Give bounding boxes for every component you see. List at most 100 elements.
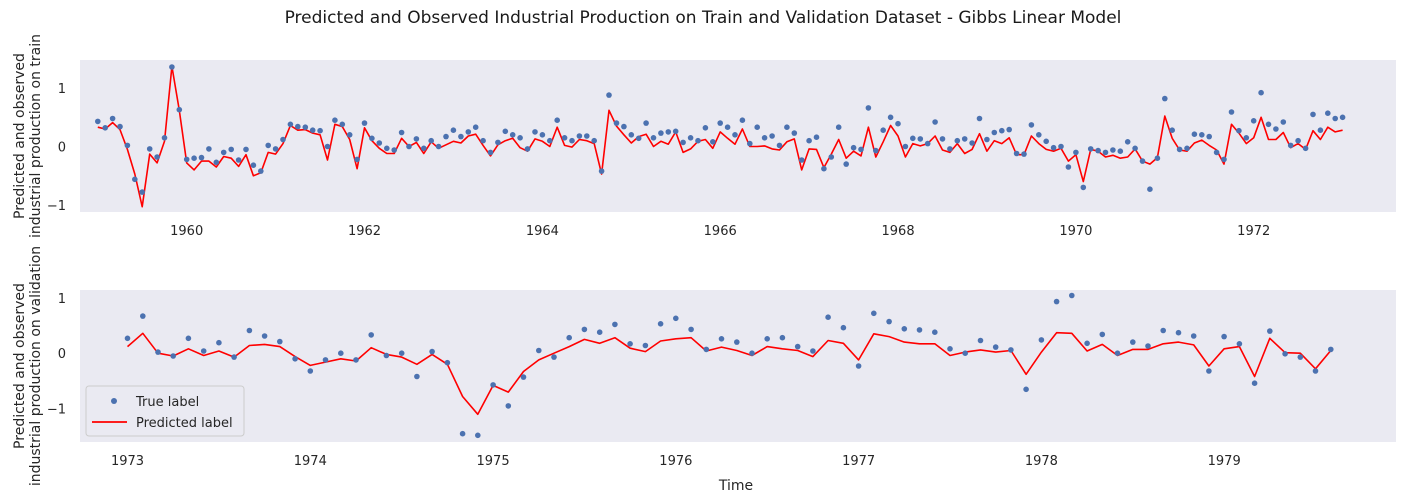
- observed-point: [429, 348, 435, 355]
- y-tick-label: −1: [47, 403, 66, 418]
- observed-point: [376, 140, 383, 146]
- observed-point: [828, 154, 835, 160]
- observed-point: [421, 145, 427, 152]
- observed-point: [576, 133, 583, 139]
- predicted-series-line: [126, 331, 1332, 416]
- observed-point: [1038, 337, 1045, 343]
- observed-point: [591, 137, 597, 144]
- observed-point: [353, 357, 359, 363]
- observed-point: [798, 157, 805, 163]
- observed-point: [1228, 109, 1235, 115]
- observed-point: [369, 135, 375, 142]
- train-panel: 1960 1962 1964 1966 1968 1970 1972 1 0 −1 Predicte…: [12, 34, 1396, 239]
- observed-point: [520, 374, 527, 380]
- observed-point: [1053, 298, 1060, 305]
- observed-point: [124, 335, 131, 342]
- observed-point: [524, 146, 531, 152]
- observed-point: [924, 140, 931, 147]
- observed-point: [1258, 89, 1264, 96]
- observed-point: [502, 128, 509, 135]
- observed-point: [984, 136, 990, 143]
- observed-point: [977, 337, 984, 344]
- observed-point: [779, 334, 786, 341]
- observed-point: [613, 120, 620, 126]
- observed-point: [627, 341, 633, 347]
- observed-point: [109, 115, 116, 122]
- observed-point: [749, 350, 755, 357]
- observed-point: [873, 147, 879, 154]
- observed-point: [117, 123, 123, 130]
- observed-point: [784, 124, 790, 130]
- observed-point: [169, 64, 175, 70]
- observed-point: [191, 155, 197, 161]
- observed-point: [428, 137, 435, 144]
- observed-point: [261, 333, 268, 339]
- observed-point: [139, 189, 145, 195]
- observed-point: [220, 149, 227, 156]
- observed-point: [1139, 158, 1146, 164]
- observed-point: [1243, 135, 1250, 141]
- y-axis-label-line: industrial production on validation: [28, 246, 44, 486]
- observed-point: [1065, 164, 1072, 170]
- observed-point: [472, 124, 479, 130]
- observed-point: [621, 123, 627, 130]
- observed-point: [917, 136, 924, 142]
- observed-point: [887, 114, 894, 121]
- x-tick-label: 1977: [842, 454, 875, 469]
- observed-point: [1023, 386, 1029, 393]
- observed-point: [732, 132, 738, 138]
- x-tick-label: 1960: [170, 224, 203, 239]
- x-tick-label: 1968: [882, 224, 915, 239]
- x-tick-label: 1972: [1237, 224, 1270, 239]
- observed-point: [855, 363, 862, 369]
- observed-point: [509, 132, 516, 138]
- observed-point: [880, 127, 886, 133]
- observed-point: [246, 327, 253, 334]
- observed-point: [947, 346, 953, 352]
- observed-point: [317, 127, 323, 134]
- observed-point: [354, 156, 360, 163]
- observed-point: [1287, 142, 1294, 149]
- observed-point: [443, 133, 449, 140]
- observed-point: [231, 354, 237, 360]
- observed-point: [695, 137, 701, 144]
- observed-point: [724, 124, 731, 130]
- observed-point: [1087, 146, 1094, 152]
- observed-point: [969, 140, 975, 146]
- observed-point: [813, 134, 820, 140]
- observed-point: [734, 339, 740, 345]
- y-tick-label: −1: [47, 199, 66, 214]
- observed-point: [258, 168, 264, 174]
- observed-point: [383, 352, 390, 359]
- observed-point: [228, 146, 234, 153]
- y-axis-label-line: Predicted and observed: [12, 53, 28, 219]
- observed-point: [1206, 368, 1212, 374]
- observed-point: [1147, 186, 1153, 192]
- x-tick-label: 1966: [704, 224, 737, 239]
- observed-point: [1008, 347, 1014, 353]
- observed-point: [1199, 132, 1205, 138]
- observed-point: [183, 156, 190, 163]
- observed-point: [1073, 149, 1079, 156]
- observed-point: [825, 314, 831, 321]
- observed-point: [901, 326, 908, 332]
- observed-point: [1114, 350, 1121, 357]
- observed-point: [547, 137, 553, 144]
- y-tick-label: 1: [58, 292, 66, 307]
- observed-point: [458, 133, 464, 140]
- observed-point: [1206, 133, 1212, 140]
- observed-point: [539, 132, 546, 138]
- observed-point: [939, 136, 946, 142]
- observed-point: [272, 146, 279, 152]
- x-tick-label: 1979: [1208, 454, 1241, 469]
- legend-observed-label: True label: [135, 395, 199, 410]
- observed-point: [1221, 156, 1227, 163]
- observed-point: [475, 432, 481, 439]
- observed-point: [747, 140, 753, 147]
- observed-point: [413, 136, 420, 142]
- observed-point: [754, 124, 760, 130]
- observed-point: [140, 313, 146, 319]
- observed-point: [672, 128, 679, 135]
- observed-point: [176, 106, 183, 113]
- observed-point: [444, 359, 451, 366]
